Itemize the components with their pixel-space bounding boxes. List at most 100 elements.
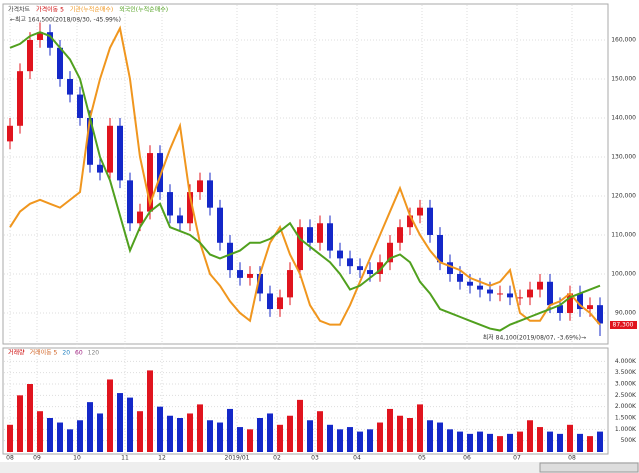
y-tick-label: 110,000: [611, 231, 636, 238]
x-tick-label: 09: [33, 455, 41, 462]
volume-bar: [27, 384, 33, 452]
candle-body: [557, 305, 563, 313]
y-tick-label: 2.000K: [615, 403, 637, 410]
y-tick-label: 2.500K: [615, 392, 637, 399]
candle-body: [27, 39, 33, 72]
legend-item: 60: [75, 350, 83, 357]
legend-item: 거래이동 5: [30, 349, 58, 357]
volume-bar: [367, 429, 373, 452]
line-series: [9, 31, 601, 332]
candle-body: [287, 270, 293, 298]
volume-bar: [287, 415, 293, 452]
candle-body: [197, 180, 203, 193]
candle-body: [277, 297, 283, 310]
y-tick-label: 130,000: [611, 153, 636, 160]
volume-bar: [527, 420, 533, 452]
volume-bar: [197, 404, 203, 452]
volume-bar: [147, 370, 153, 452]
y-tick-label: 140,000: [611, 114, 636, 121]
candle-body: [477, 285, 483, 290]
candle-body: [457, 273, 463, 282]
volume-bar: [207, 420, 213, 452]
candle-body: [437, 234, 443, 263]
volume-bar: [557, 433, 563, 452]
candle-body: [507, 293, 513, 298]
volume-bar: [357, 431, 363, 452]
volume-bar: [467, 433, 473, 452]
volume-bar: [497, 436, 503, 452]
candle-body: [257, 273, 263, 294]
candle-body: [397, 227, 403, 243]
volume-bar: [457, 431, 463, 452]
volume-pane: [2, 347, 609, 455]
volume-bar: [597, 431, 603, 452]
y-tick-label: 120,000: [611, 192, 636, 199]
volume-bar: [67, 429, 73, 452]
volume-bar: [77, 420, 83, 452]
volume-bar: [397, 415, 403, 452]
x-tick-label: 03: [311, 455, 319, 462]
volume-bar: [537, 427, 543, 452]
candle-body: [167, 192, 173, 216]
candle-body: [127, 180, 133, 224]
candle-body: [217, 207, 223, 243]
legend-item: 거래량: [8, 349, 25, 357]
volume-bar: [507, 433, 513, 452]
candle-body: [157, 153, 163, 193]
volume-bar: [407, 418, 413, 452]
volume-bar: [177, 418, 183, 452]
candle-body: [537, 281, 543, 290]
volume-bar: [317, 411, 323, 452]
candle-body: [327, 223, 333, 251]
candle-body: [117, 125, 123, 181]
price-pane: [2, 3, 609, 345]
scrollbar[interactable]: [0, 462, 639, 473]
volume-bar: [227, 408, 233, 452]
volume-bar: [237, 427, 243, 452]
volume-bar: [307, 420, 313, 452]
candle-body: [427, 207, 433, 235]
candle-body: [227, 242, 233, 271]
volume-bar: [267, 413, 273, 452]
candle-body: [597, 305, 603, 324]
candle-body: [387, 242, 393, 263]
volume-bar: [517, 431, 523, 452]
volume-bar: [117, 393, 123, 452]
volume-bar: [327, 424, 333, 452]
legend-item: 120: [88, 350, 100, 357]
candle-body: [67, 78, 73, 95]
candle-body: [407, 215, 413, 228]
x-tick-label: 04: [353, 455, 361, 462]
x-tick-label: 07: [513, 455, 521, 462]
x-tick-label: 08: [6, 455, 14, 462]
candle-body: [347, 258, 353, 267]
volume-bar: [87, 402, 93, 452]
candle-body: [467, 281, 473, 286]
volume-bar: [437, 422, 443, 452]
volume-bar: [97, 413, 103, 452]
volume-bar: [577, 433, 583, 452]
candle-body: [367, 270, 373, 274]
legend-item: 가격이동 5: [36, 6, 64, 14]
x-tick-label: 12: [158, 455, 166, 462]
last-price-box: [610, 321, 637, 329]
x-tick-label: 06: [463, 455, 471, 462]
volume-bar: [17, 395, 23, 452]
candle-body: [357, 266, 363, 271]
candle-body: [497, 293, 503, 295]
y-tick-label: 160,000: [611, 36, 636, 43]
candle-body: [587, 305, 593, 310]
volume-bar: [167, 415, 173, 452]
volume-bar: [137, 411, 143, 452]
volume-bar: [297, 399, 303, 452]
candle-body: [337, 250, 343, 259]
candle-body: [577, 293, 583, 310]
volume-bar: [37, 411, 43, 452]
volume-bar: [7, 424, 13, 452]
candle-body: [567, 293, 573, 313]
volume-bar: [57, 422, 63, 452]
volume-bar: [377, 422, 383, 452]
toolbar[interactable]: [539, 462, 639, 473]
volume-bar: [277, 424, 283, 452]
volume-bar: [587, 436, 593, 452]
